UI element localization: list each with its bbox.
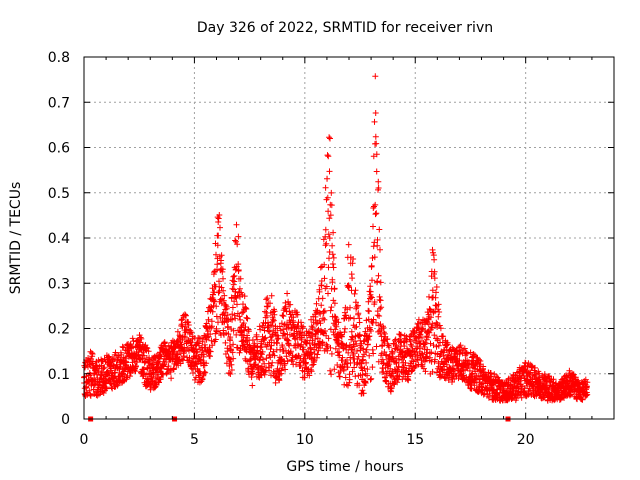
y-tick-label: 0	[61, 412, 70, 428]
data-point-markers	[81, 73, 591, 404]
x-axis-label: GPS time / hours	[286, 459, 403, 475]
y-tick-label: 0.3	[48, 276, 70, 292]
y-tick-label: 0.5	[48, 186, 70, 202]
data-points	[81, 73, 591, 404]
y-tick-label: 0.8	[48, 50, 70, 66]
y-tick-label: 0.2	[48, 322, 70, 338]
y-tick-label: 0.1	[48, 367, 70, 383]
x-tick-label: 20	[517, 432, 535, 448]
x-tick-label: 5	[190, 432, 199, 448]
y-axis-label: SRMTID / TECUs	[8, 182, 24, 295]
x-ticks: 0 5 10 15 20	[80, 57, 593, 448]
y-tick-label: 0.6	[48, 141, 70, 157]
x-tick-label: 0	[80, 432, 89, 448]
y-tick-label: 0.4	[48, 231, 70, 247]
x-tick-label: 15	[406, 432, 424, 448]
chart-title: Day 326 of 2022, SRMTID for receiver riv…	[197, 20, 493, 36]
y-tick-label: 0.7	[48, 95, 70, 111]
x-tick-label: 10	[296, 432, 314, 448]
y-ticks: 0 0.1 0.2 0.3 0.4 0.5 0.6 0.7 0.8	[48, 50, 614, 428]
